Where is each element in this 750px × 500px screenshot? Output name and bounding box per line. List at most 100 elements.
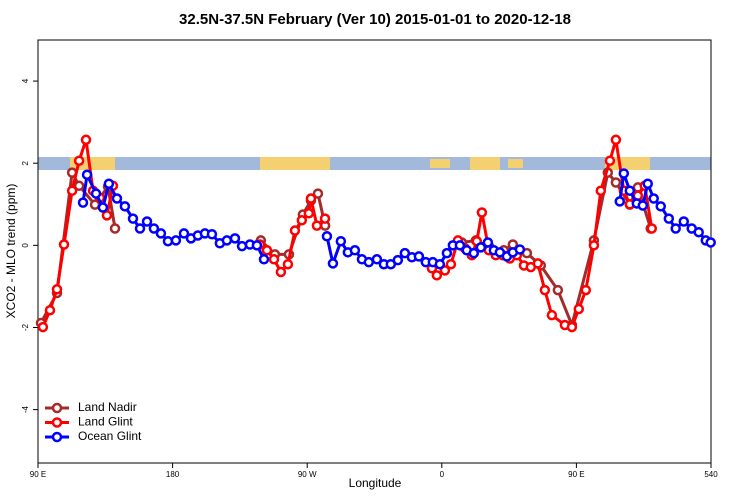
point (66, 185, 78, 196)
legend-marker (51, 402, 63, 414)
point (305, 193, 317, 204)
point (258, 254, 270, 265)
point (311, 220, 323, 231)
point (637, 200, 649, 211)
x-axis-label: Longitude (349, 476, 402, 490)
y-tick-label: 4 (21, 78, 30, 83)
point (670, 223, 681, 234)
point (81, 169, 93, 180)
point (431, 270, 443, 281)
point (648, 193, 659, 204)
point (312, 188, 324, 199)
y-axis-label: XCO2 - MLO trend (ppm) (4, 184, 18, 319)
point (663, 213, 675, 224)
point (319, 213, 331, 224)
y-tick-label: 0 (21, 243, 30, 248)
point (289, 225, 301, 236)
point (434, 258, 446, 270)
point (109, 223, 121, 234)
point (296, 215, 308, 226)
point (588, 240, 600, 251)
point (275, 266, 287, 278)
point (363, 256, 375, 268)
point (595, 185, 607, 196)
point (327, 258, 339, 269)
point (37, 321, 49, 333)
point (413, 251, 425, 262)
point (206, 229, 218, 240)
point (155, 228, 167, 239)
x-tick-label: 90 E (30, 470, 46, 479)
point (482, 237, 494, 248)
x-tick-label: 180 (166, 470, 180, 479)
point (618, 168, 630, 179)
y-tick-label: -2 (21, 323, 30, 331)
point (546, 309, 558, 321)
chart-title: 32.5N-37.5N February (Ver 10) 2015-01-01… (179, 11, 571, 28)
y-tick-label: -4 (21, 406, 30, 414)
point (468, 247, 480, 259)
point (51, 284, 63, 295)
legend-label: Ocean Glint (78, 429, 142, 443)
point (646, 223, 658, 234)
point (573, 303, 585, 315)
point (566, 321, 578, 333)
x-tick-label: 0 (440, 470, 445, 479)
point (303, 208, 315, 219)
point (678, 216, 690, 227)
point (371, 254, 383, 265)
point (532, 258, 544, 269)
point (134, 223, 146, 234)
point (261, 245, 273, 256)
point (604, 155, 616, 166)
point (73, 155, 85, 166)
x-tick-label: 540 (704, 470, 718, 479)
point (475, 242, 487, 253)
point (705, 237, 716, 248)
y-tick-label: 2 (21, 160, 30, 165)
point (580, 284, 592, 296)
x-tick-label: 90 W (298, 470, 317, 479)
point (178, 228, 190, 239)
point (90, 188, 102, 199)
point (392, 254, 404, 266)
point (251, 240, 263, 251)
point (148, 223, 160, 234)
point (610, 177, 622, 188)
point (693, 226, 704, 238)
point (614, 196, 626, 207)
plot-frame (37, 39, 712, 464)
point (655, 201, 666, 212)
point (282, 258, 294, 270)
point (103, 178, 115, 189)
point (97, 202, 109, 213)
point (77, 197, 89, 208)
legend-label: Land Glint (78, 415, 133, 429)
point (141, 216, 153, 227)
point (514, 244, 526, 255)
point (236, 240, 248, 252)
legend-marker (51, 417, 63, 428)
point (552, 284, 564, 296)
legend-label: Land Nadir (78, 400, 137, 414)
point (321, 231, 333, 242)
point (539, 284, 551, 296)
legend-marker (51, 431, 63, 443)
point (349, 245, 361, 256)
point (454, 240, 466, 251)
x-tick-label: 90 E (568, 470, 584, 479)
point (642, 178, 653, 189)
point (101, 210, 113, 221)
point (221, 235, 233, 246)
point (170, 235, 182, 246)
point (624, 185, 636, 196)
point (44, 304, 56, 316)
point (335, 235, 347, 247)
point (610, 134, 622, 146)
point (119, 201, 131, 212)
point (445, 258, 457, 270)
point (73, 180, 85, 192)
point (80, 134, 92, 146)
point (229, 233, 241, 244)
map-strip (38, 157, 711, 170)
